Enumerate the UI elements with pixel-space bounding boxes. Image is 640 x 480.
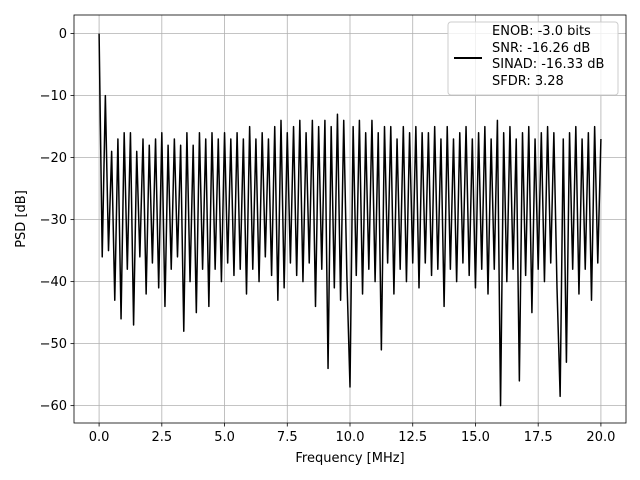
x-tick-label: 5.0 [214,430,235,445]
y-tick-label: −20 [40,151,67,166]
series-line [98,33,602,407]
x-tick-label: 7.5 [277,430,298,445]
y-tick-label: −50 [40,337,67,352]
x-tick-label: 15.0 [461,430,490,445]
x-tick-label: 20.0 [586,430,615,445]
x-tick-label: 2.5 [151,430,172,445]
x-tick-label: 12.5 [398,430,427,445]
y-tick-label: −60 [40,399,67,414]
x-tick-label: 10.0 [336,430,365,445]
y-tick-label: −40 [40,275,67,290]
x-tick-label: 17.5 [524,430,553,445]
x-tick-label: 0.0 [89,430,110,445]
y-tick-label: −10 [40,89,67,104]
legend-box [447,21,619,96]
y-axis-label: PSD [dB] [14,190,29,248]
y-tick-label: −30 [40,213,67,228]
y-tick-label: 0 [59,27,67,42]
x-axis-label: Frequency [MHz] [295,451,404,466]
plot-frame [73,14,627,424]
legend-label: ENOB: -3.0 bits SNR: -16.26 dB SINAD: -1… [492,24,605,89]
